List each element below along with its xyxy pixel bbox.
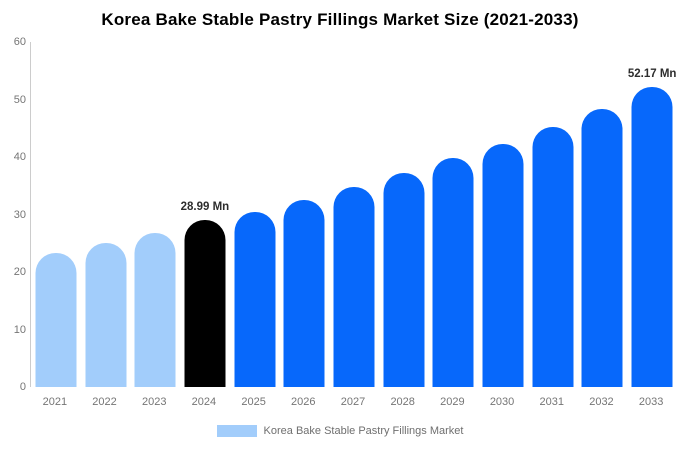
bar-column-2029: [429, 42, 479, 387]
bar-2022: [85, 243, 127, 387]
y-tick-label: 60: [13, 36, 26, 48]
bar-column-2032: [578, 42, 628, 387]
bar-column-2031: [528, 42, 578, 387]
bar-column-2025: [230, 42, 280, 387]
bar-2031: [532, 127, 574, 387]
bar-2021: [35, 253, 77, 387]
bar-2027: [333, 186, 375, 387]
x-tick-label-2028: 2028: [390, 396, 415, 408]
bar-value-label-2033: 52.17 Mn: [627, 68, 677, 81]
bar-2023: [134, 233, 176, 387]
x-tick-label-2026: 2026: [291, 396, 316, 408]
x-tick-label-2027: 2027: [340, 396, 366, 408]
bar-2028: [383, 172, 425, 387]
bar-column-2028: [379, 42, 429, 387]
bar-column-2033: 52.17 Mn: [627, 42, 677, 387]
x-tick-label-2025: 2025: [241, 396, 266, 408]
chart-title: Korea Bake Stable Pastry Fillings Market…: [101, 10, 579, 29]
x-tick-label-2022: 2022: [92, 396, 117, 408]
bar-column-2027: [329, 42, 379, 387]
bar-2030: [482, 143, 524, 387]
y-tick-label: 30: [13, 208, 26, 221]
y-axis: 0 10 20 30 40 50 60: [0, 0, 26, 450]
y-tick-label: 0: [19, 381, 26, 393]
x-tick-label-2021: 2021: [42, 396, 68, 408]
legend: Korea Bake Stable Pastry Fillings Market: [0, 425, 680, 437]
y-tick-label: 10: [13, 323, 26, 336]
x-axis: 2021 2022 2023 2024 2025 2026 2027 2028 2029 2030…: [30, 396, 676, 412]
bar-2032: [581, 108, 623, 387]
bar-column-2021: [31, 42, 81, 387]
x-tick-label-2031: 2031: [539, 396, 564, 408]
legend-label: Korea Bake Stable Pastry Fillings Market: [263, 425, 464, 437]
bar-value-label-2024: 28.99 Mn: [180, 201, 230, 214]
bar-2029: [432, 158, 474, 387]
x-tick-label-2032: 2032: [589, 396, 614, 408]
bar-column-2024: 28.99 Mn: [180, 42, 230, 387]
x-tick-label-2033: 2033: [638, 396, 664, 408]
y-tick-label: 40: [13, 151, 26, 163]
bar-column-2022: [81, 42, 131, 387]
x-tick-label-2023: 2023: [141, 396, 167, 408]
y-tick-label: 50: [13, 93, 26, 106]
bar-column-2026: [279, 42, 329, 387]
bar-column-2030: [478, 42, 528, 387]
bar-2025: [234, 212, 276, 387]
x-tick-label-2029: 2029: [440, 396, 465, 408]
x-tick-label-2030: 2030: [489, 396, 515, 408]
y-tick-label: 20: [13, 266, 26, 278]
bar-2024: [184, 220, 226, 387]
bar-2026: [283, 200, 325, 387]
bar-column-2023: [130, 42, 180, 387]
bar-2033: [631, 87, 673, 387]
plot-area: 28.99 Mn 52.17 Mn: [30, 42, 677, 387]
legend-swatch-icon: [216, 425, 257, 437]
x-tick-label-2024: 2024: [191, 396, 217, 408]
